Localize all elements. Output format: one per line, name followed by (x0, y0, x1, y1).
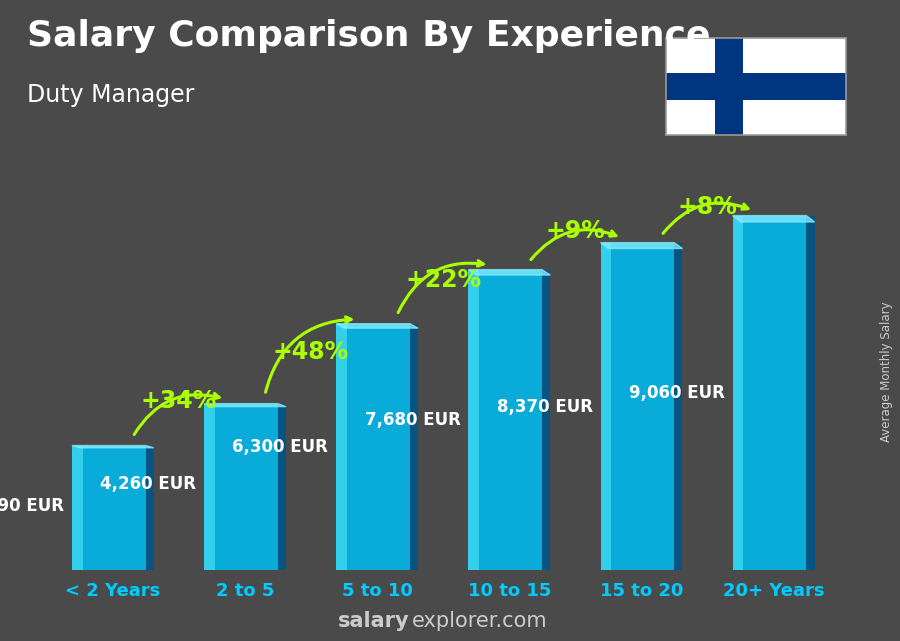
Text: 7,680 EUR: 7,680 EUR (364, 411, 461, 429)
Text: +22%: +22% (405, 267, 482, 292)
Text: +9%: +9% (545, 219, 606, 243)
Polygon shape (204, 404, 286, 406)
Text: +34%: +34% (140, 390, 217, 413)
Text: explorer.com: explorer.com (412, 612, 548, 631)
Bar (806, 215, 814, 570)
Bar (337, 324, 347, 570)
Text: 4,260 EUR: 4,260 EUR (100, 475, 196, 493)
Bar (146, 445, 154, 570)
Text: Average Monthly Salary: Average Monthly Salary (880, 301, 893, 442)
Bar (204, 404, 215, 570)
Bar (733, 215, 806, 570)
Bar (600, 243, 674, 570)
Text: +48%: +48% (273, 340, 349, 363)
Bar (204, 404, 278, 570)
Bar (733, 215, 743, 570)
Bar (674, 243, 682, 570)
Bar (666, 73, 846, 100)
Bar (337, 324, 410, 570)
Text: salary: salary (338, 612, 410, 631)
Bar (468, 270, 542, 570)
Text: 8,370 EUR: 8,370 EUR (497, 397, 592, 415)
Text: 9,060 EUR: 9,060 EUR (629, 384, 724, 402)
Text: Duty Manager: Duty Manager (27, 83, 194, 107)
Bar (468, 270, 479, 570)
Polygon shape (337, 324, 419, 328)
Bar (278, 404, 286, 570)
Text: 6,300 EUR: 6,300 EUR (232, 438, 328, 456)
Bar (72, 445, 83, 570)
Polygon shape (733, 215, 814, 222)
Polygon shape (468, 270, 550, 275)
Text: 3,190 EUR: 3,190 EUR (0, 497, 64, 515)
Bar (542, 270, 550, 570)
Text: +8%: +8% (678, 195, 737, 219)
Bar (600, 243, 611, 570)
Text: Salary Comparison By Experience: Salary Comparison By Experience (27, 19, 710, 53)
Bar (410, 324, 419, 570)
Bar (715, 38, 743, 135)
Polygon shape (72, 445, 154, 448)
Polygon shape (600, 243, 682, 249)
Bar (72, 445, 146, 570)
